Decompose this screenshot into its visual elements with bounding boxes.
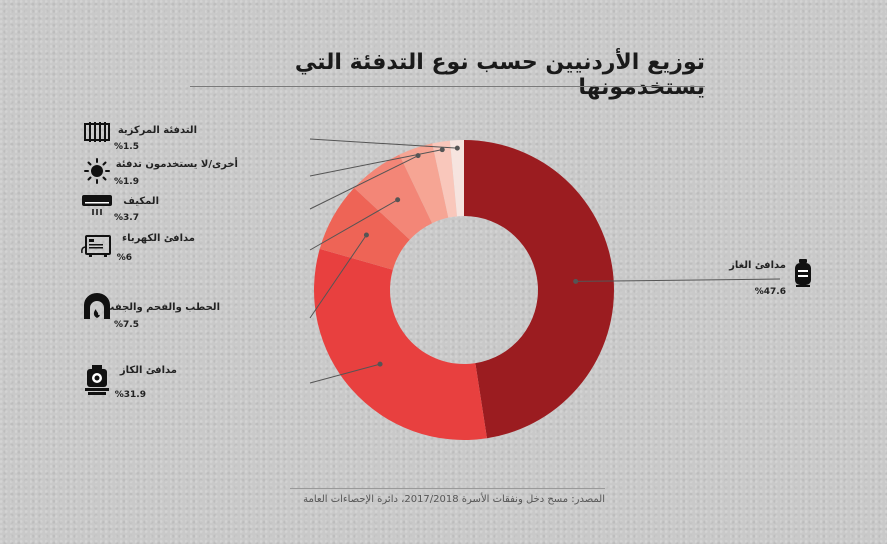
leader-kerosene <box>309 363 381 384</box>
value-ac: %3.7 <box>114 213 139 223</box>
leader-other <box>309 149 443 177</box>
leader-dot-gas <box>573 278 579 284</box>
chart-title: توزيع الأردنيين حسب نوع التدفئة التي يست… <box>294 50 705 100</box>
leader-dot-wood <box>363 232 369 238</box>
electric-heater-icon <box>81 235 111 257</box>
title-divider <box>190 86 705 87</box>
leader-dot-kerosene <box>377 361 383 367</box>
leader-wood <box>309 234 367 319</box>
label-wood: الحطب والفحم والجفت <box>104 302 220 313</box>
label-electric: مدافئ الكهرباء <box>121 233 195 244</box>
label-other: أخرى/لا يستخدمون تدفئة <box>115 159 238 170</box>
slice-gas <box>464 140 614 439</box>
leader-dot-electric <box>395 197 401 203</box>
gas-cylinder-icon <box>795 259 811 287</box>
slice-ac <box>399 143 449 224</box>
slice-central-heating <box>449 140 464 217</box>
label-kerosene: مدافئ الكاز <box>119 365 177 376</box>
slice-electric <box>354 154 433 240</box>
source-divider <box>290 488 605 489</box>
sun-icon <box>84 158 110 184</box>
leader-dot-other <box>439 147 445 153</box>
value-wood: %7.5 <box>114 320 139 330</box>
label-central-heating: التدفئة المركزية <box>117 125 197 136</box>
slice-kerosene <box>313 248 487 440</box>
value-kerosene: %31.9 <box>114 390 146 400</box>
leader-dot-central-heating <box>454 145 460 151</box>
slice-wood <box>319 187 410 270</box>
value-other: %1.9 <box>114 177 139 187</box>
leader-central-heating <box>309 138 458 149</box>
leader-ac <box>309 155 419 210</box>
value-central-heating: %1.5 <box>114 142 139 152</box>
kerosene-heater-icon <box>85 365 109 395</box>
fireplace-icon <box>84 293 110 319</box>
label-ac: المكيف <box>123 196 159 207</box>
radiator-icon <box>84 122 110 142</box>
slice-other <box>432 140 458 218</box>
leader-electric <box>309 199 398 251</box>
leader-gas <box>575 278 781 282</box>
value-electric: %6 <box>116 253 132 263</box>
value-gas: %47.6 <box>754 287 786 297</box>
source-note: المصدر: مسح دخل ونفقات الأسرة 2017/2018،… <box>303 494 605 505</box>
air-conditioner-icon <box>82 195 112 215</box>
label-gas: مدافئ الغاز <box>729 260 786 271</box>
